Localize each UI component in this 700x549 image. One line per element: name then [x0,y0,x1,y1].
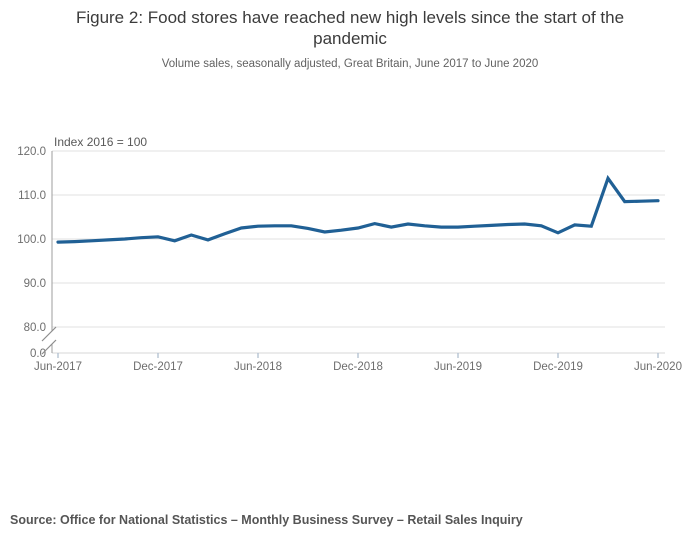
chart-subtitle: Volume sales, seasonally adjusted, Great… [161,58,539,70]
source-attribution: Source: Office for National Statistics –… [10,513,523,527]
x-tick-label: Dec-2019 [533,361,583,373]
x-tick-label: Jun-2017 [34,361,82,373]
x-tick-label: Dec-2017 [133,361,183,373]
y-tick-label: 80.0 [24,322,46,334]
y-tick-label: 90.0 [24,278,46,290]
x-tick-label: Jun-2020 [634,361,682,373]
index-base-annotation: Index 2016 = 100 [54,135,148,149]
axis-break-icon [41,326,57,342]
y-tick-label: 110.0 [18,190,46,202]
x-tick-label: Jun-2019 [434,361,482,373]
x-tick-label: Dec-2018 [333,361,383,373]
y-tick-label: 120.0 [17,146,46,158]
x-tick-label: Jun-2018 [234,361,282,373]
y-tick-label: 100.0 [17,234,46,246]
data-line-food-stores [56,174,660,244]
axis-break-icon [41,339,57,355]
y-tick-label: 0.0 [30,348,46,360]
chart-title: Figure 2: Food stores have reached new h… [75,8,625,49]
